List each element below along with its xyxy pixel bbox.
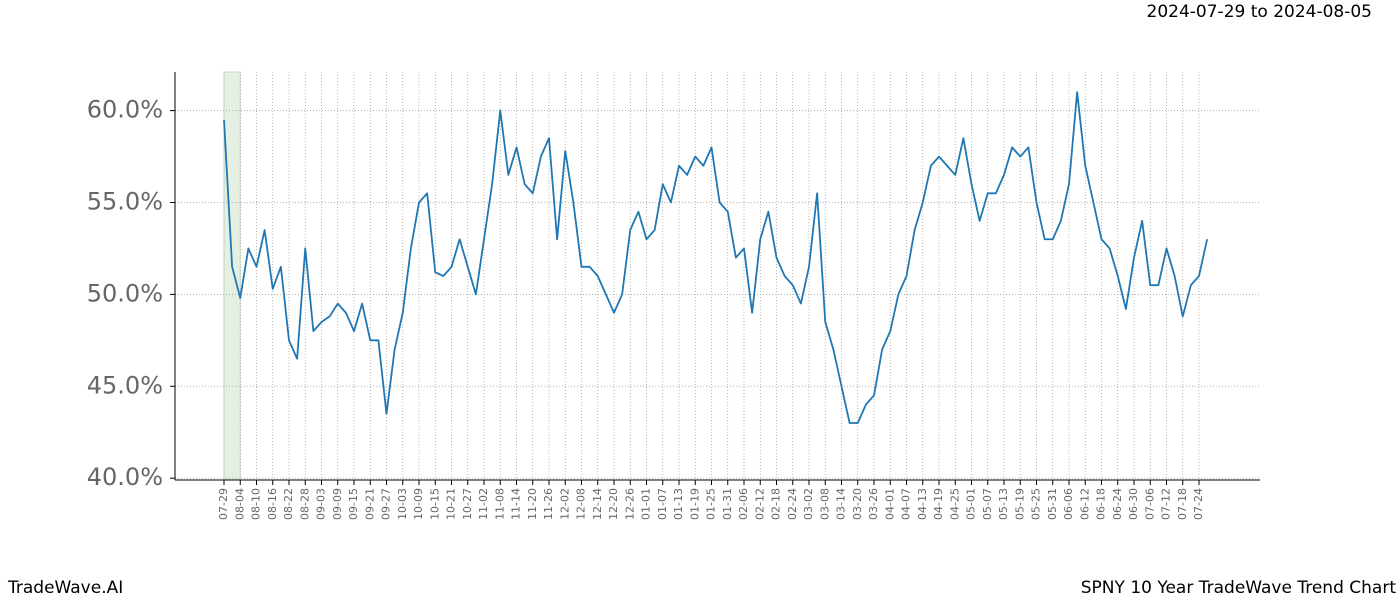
x-tick-label: 04-25 <box>948 488 961 520</box>
x-tick-label: 09-15 <box>347 488 360 520</box>
y-tick-label: 45.0% <box>87 371 163 399</box>
x-tick-label: 01-01 <box>640 488 653 520</box>
x-tick-label: 09-09 <box>331 488 344 520</box>
x-tick-label: 06-30 <box>1127 488 1140 520</box>
x-tick-label: 03-08 <box>818 488 831 520</box>
x-tick-label: 03-26 <box>867 488 880 520</box>
x-tick-label: 07-24 <box>1192 488 1205 520</box>
x-tick-label: 04-07 <box>900 488 913 520</box>
x-tick-label: 10-15 <box>428 488 441 520</box>
x-tick-label: 11-02 <box>477 488 490 520</box>
x-tick-label: 03-14 <box>835 488 848 520</box>
x-tick-label: 12-08 <box>575 488 588 520</box>
x-tick-label: 11-20 <box>526 488 539 520</box>
x-tick-label: 07-29 <box>217 488 230 520</box>
x-tick-label: 04-19 <box>932 488 945 520</box>
x-tick-label: 08-04 <box>233 488 246 520</box>
x-tick-label: 08-16 <box>266 488 279 520</box>
x-tick-label: 05-19 <box>1013 488 1026 520</box>
x-tick-label: 07-18 <box>1176 488 1189 520</box>
x-tick-label: 10-03 <box>396 488 409 520</box>
x-tick-label: 06-06 <box>1062 488 1075 520</box>
x-tick-label: 05-01 <box>965 488 978 520</box>
x-tick-label: 09-27 <box>380 488 393 520</box>
x-tick-label: 02-18 <box>770 488 783 520</box>
brand: TradeWave.AI <box>7 578 123 598</box>
x-tick-label: 08-22 <box>282 488 295 520</box>
x-tick-label: 01-13 <box>672 488 685 520</box>
x-tick-label: 10-09 <box>412 488 425 520</box>
x-tick-label: 12-26 <box>623 488 636 520</box>
x-tick-label: 03-02 <box>802 488 815 520</box>
y-tick-label: 40.0% <box>87 463 163 491</box>
x-tick-label: 02-06 <box>737 488 750 520</box>
x-tick-label: 11-14 <box>510 488 523 520</box>
x-tick-label: 06-18 <box>1095 488 1108 520</box>
y-tick-label: 60.0% <box>87 96 163 124</box>
x-tick-label: 05-07 <box>981 488 994 520</box>
x-tick-label: 09-03 <box>315 488 328 520</box>
x-tick-label: 01-25 <box>705 488 718 520</box>
x-tick-label: 05-25 <box>1030 488 1043 520</box>
y-tick-label: 50.0% <box>87 279 163 307</box>
x-tick-label: 10-21 <box>445 488 458 520</box>
highlight-band <box>223 71 241 481</box>
x-tick-label: 04-13 <box>916 488 929 520</box>
x-tick-label: 01-31 <box>721 488 734 520</box>
x-tick-label: 01-19 <box>688 488 701 520</box>
x-tick-label: 10-27 <box>461 488 474 520</box>
chart-caption: SPNY 10 Year TradeWave Trend Chart <box>1081 578 1397 598</box>
x-tick-label: 07-06 <box>1143 488 1156 520</box>
x-tick-label: 02-12 <box>753 488 766 520</box>
x-tick-label: 01-07 <box>656 488 669 520</box>
x-tick-label: 05-31 <box>1046 488 1059 520</box>
x-tick-label: 08-28 <box>298 488 311 520</box>
x-tick-label: 05-13 <box>997 488 1010 520</box>
x-tick-label: 12-14 <box>591 488 604 520</box>
trend-line <box>223 91 1209 424</box>
x-tick-label: 04-01 <box>883 488 896 520</box>
x-tick-label: 07-12 <box>1160 488 1173 520</box>
x-tick-label: 12-02 <box>558 488 571 520</box>
x-tick-label: 03-20 <box>851 488 864 520</box>
x-tick-label: 11-08 <box>493 488 506 520</box>
x-tick-label: 06-24 <box>1111 488 1124 520</box>
x-tick-label: 12-20 <box>607 488 620 520</box>
x-tick-label: 06-12 <box>1078 488 1091 520</box>
x-tick-label: 08-10 <box>250 488 263 520</box>
y-tick-label: 55.0% <box>87 187 163 215</box>
x-tick-label: 11-26 <box>542 488 555 520</box>
date-range: 2024-07-29 to 2024-08-05 <box>1147 2 1372 22</box>
x-tick-label: 09-21 <box>363 488 376 520</box>
x-tick-label: 02-24 <box>786 488 799 520</box>
